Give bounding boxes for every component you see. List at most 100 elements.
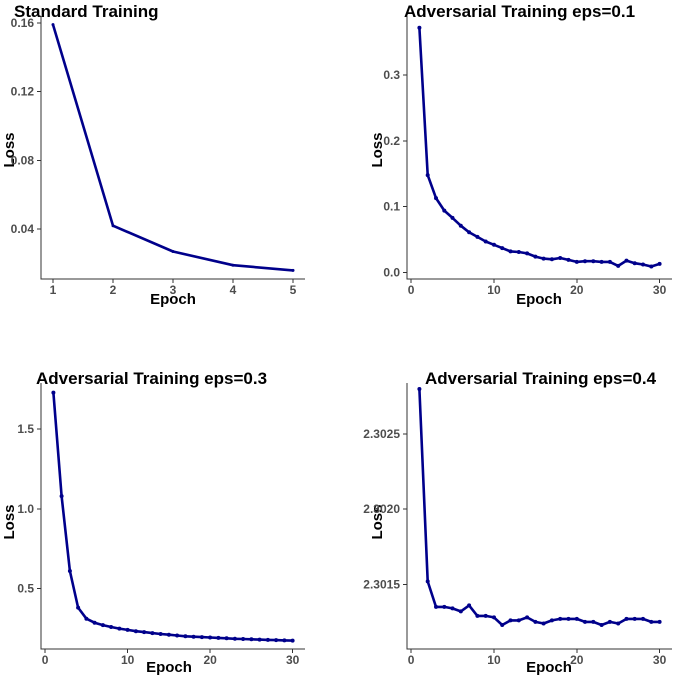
data-point [649,264,654,269]
data-point [657,261,662,266]
data-point [541,621,546,626]
data-point [171,250,175,253]
data-point [541,256,546,261]
chart-title: Adversarial Training eps=0.4 [425,369,657,388]
y-tick-label: 0.08 [11,153,35,167]
data-point [525,251,530,256]
y-axis-label: Loss [369,504,386,539]
y-tick-label: 0.0 [383,265,400,279]
data-point [516,618,521,623]
y-tick-label: 0.12 [11,85,35,99]
data-point [265,637,270,642]
data-point [175,633,180,638]
x-tick-label: 4 [230,283,237,297]
data-point [607,619,612,624]
x-axis-label: Epoch [526,659,572,676]
data-point [467,230,472,235]
y-tick-label: 2.3020 [363,502,400,516]
x-tick-label: 30 [653,653,667,667]
x-tick-label: 10 [487,653,501,667]
data-point [434,604,438,609]
data-point [624,616,629,621]
chart-panel-adversarial-eps-0-1: Adversarial Training eps=0.1 Loss Epoch … [369,2,672,308]
y-tick-label: 0.5 [17,581,34,595]
y-axis-label: Loss [1,132,18,167]
data-point [549,618,554,623]
data-point [59,494,64,499]
y-tick-label: 0.04 [11,222,35,236]
data-point [257,637,262,642]
x-tick-label: 10 [121,653,135,667]
data-point [109,625,114,629]
data-point [133,629,138,634]
data-point [92,620,97,625]
data-point [442,208,447,213]
data-point [51,23,55,27]
data-point [483,239,488,244]
plot-area: 0 10 20 30 0.5 1.0 1.5 [17,383,305,667]
x-tick-label: 3 [170,283,177,297]
series-line [51,23,295,272]
data-point [566,257,571,262]
data-point [51,390,56,395]
y-tick-label: 0.1 [383,200,400,214]
data-point [249,637,254,642]
data-point [616,621,621,626]
y-tick-label: 1.5 [17,422,34,436]
y-tick-label: 0.2 [383,134,400,148]
x-tick-label: 0 [42,653,49,667]
x-axis-label: Epoch [150,291,196,308]
data-point [533,619,538,624]
x-tick-label: 30 [286,653,300,667]
y-axis-label: Loss [1,504,18,539]
data-point [125,627,130,632]
x-tick-label: 20 [570,653,584,667]
data-point [624,258,629,263]
data-point [111,224,115,228]
data-point [232,636,237,641]
data-point [599,623,604,627]
axes-frame [406,16,672,280]
data-point [492,615,496,620]
y-tick-label: 2.3025 [363,427,400,441]
chart-title: Adversarial Training eps=0.1 [404,2,635,21]
data-point [641,616,645,621]
chart-title: Standard Training [14,2,159,21]
data-point [84,616,89,621]
data-point [191,634,196,639]
data-point [492,242,496,247]
x-axis-label: Epoch [516,291,562,308]
y-tick-label: 0.16 [11,16,35,30]
plot-area: 0 10 20 30 2.3015 2.3020 2.3025 [363,383,672,667]
chart-title: Adversarial Training eps=0.3 [36,369,267,388]
axes-frame [40,383,305,650]
data-point [291,268,295,272]
data-point [142,630,147,635]
data-point [67,569,72,573]
data-point [425,173,430,178]
data-point [516,250,521,254]
series-line [418,387,661,627]
data-point [117,626,122,631]
axes-frame [40,16,305,280]
data-point [216,635,221,640]
data-point [616,263,621,268]
data-point [224,636,229,641]
data-point [657,619,662,624]
x-tick-label: 0 [408,653,415,667]
data-point [282,638,287,643]
data-point [417,25,422,30]
data-point [483,613,488,618]
chart-panel-adversarial-eps-0-3: Adversarial Training eps=0.3 Loss Epoch … [1,369,305,676]
data-point [649,619,654,624]
data-point [475,234,480,239]
x-tick-label: 20 [570,283,584,297]
y-tick-label: 1.0 [17,502,34,516]
data-point [158,632,163,636]
data-point [558,616,563,621]
data-point [290,638,295,643]
y-tick-label: 0.3 [383,68,400,82]
data-point [607,259,612,264]
data-point [450,606,455,611]
